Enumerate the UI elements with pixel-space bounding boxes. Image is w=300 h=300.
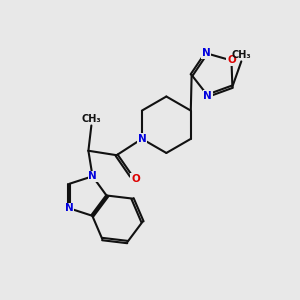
Text: O: O [227, 56, 236, 65]
Text: N: N [65, 203, 74, 213]
Text: N: N [137, 134, 146, 144]
Text: N: N [203, 91, 212, 100]
Text: CH₃: CH₃ [232, 50, 251, 60]
Text: CH₃: CH₃ [82, 114, 101, 124]
Text: N: N [202, 48, 211, 58]
Text: O: O [131, 174, 140, 184]
Text: N: N [88, 171, 97, 181]
